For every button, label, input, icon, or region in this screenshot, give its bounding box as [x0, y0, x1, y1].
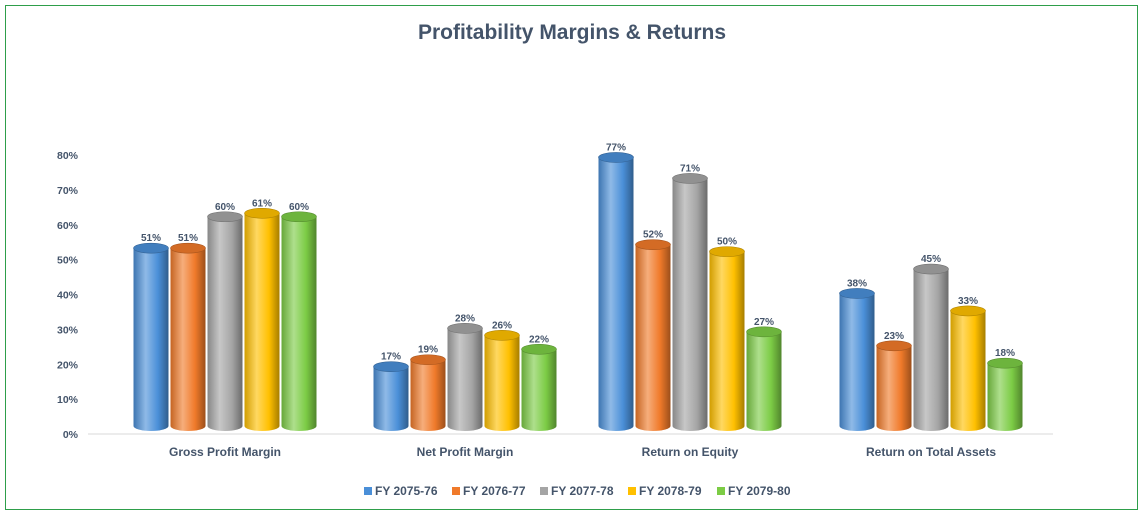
legend-item: FY 2078-79: [628, 484, 702, 498]
data-label: 60%: [289, 202, 309, 213]
bar: [373, 361, 409, 432]
chart-title: Profitability Margins & Returns: [418, 21, 726, 44]
bar: [746, 326, 782, 432]
category-label: Gross Profit Margin: [169, 445, 281, 459]
y-tick-label: 10%: [57, 394, 79, 406]
legend-item: FY 2075-76: [364, 484, 438, 498]
y-tick-label: 30%: [57, 324, 79, 336]
bar: [410, 354, 446, 432]
data-label: 33%: [958, 296, 978, 307]
data-label: 23%: [884, 331, 904, 342]
category-label: Net Profit Margin: [417, 445, 514, 459]
legend-item: FY 2077-78: [540, 484, 614, 498]
legend-swatch: [452, 487, 460, 495]
data-label: 26%: [492, 320, 512, 331]
legend-item: FY 2076-77: [452, 484, 526, 498]
data-label: 19%: [418, 345, 438, 356]
legend-swatch: [628, 487, 636, 495]
data-label: 71%: [680, 163, 700, 174]
y-tick-label: 20%: [57, 359, 79, 371]
bar: [987, 357, 1023, 432]
bar: [839, 288, 875, 432]
y-tick-label: 50%: [57, 255, 79, 267]
data-label: 45%: [921, 254, 941, 265]
data-label: 77%: [606, 142, 626, 153]
data-label: 52%: [643, 230, 663, 241]
legend-label: FY 2078-79: [639, 484, 702, 498]
data-label: 51%: [141, 233, 161, 244]
y-tick-label: 60%: [57, 220, 79, 232]
bar: [598, 152, 634, 432]
legend-swatch: [540, 487, 548, 495]
data-label: 18%: [995, 348, 1015, 359]
bar: [244, 207, 280, 432]
y-tick-label: 40%: [57, 290, 79, 302]
data-label: 51%: [178, 233, 198, 244]
data-label: 50%: [717, 237, 737, 248]
data-label: 22%: [529, 334, 549, 345]
legend-label: FY 2075-76: [375, 484, 438, 498]
bar: [133, 242, 169, 432]
legend-swatch: [717, 487, 725, 495]
bar: [635, 239, 671, 432]
bar: [950, 305, 986, 432]
data-label: 60%: [215, 202, 235, 213]
y-tick-label: 70%: [57, 185, 79, 197]
data-label: 28%: [455, 313, 475, 324]
data-label: 17%: [381, 352, 401, 363]
bar: [207, 211, 243, 432]
y-tick-label: 0%: [63, 429, 79, 441]
bar: [281, 211, 317, 432]
data-label: 38%: [847, 278, 867, 289]
category-label: Return on Total Assets: [866, 445, 996, 459]
bar: [521, 343, 557, 432]
bar: [672, 173, 708, 432]
legend-swatch: [364, 487, 372, 495]
bar: [709, 246, 745, 432]
bar: [913, 263, 949, 432]
data-label: 61%: [252, 198, 272, 209]
data-label: 27%: [754, 317, 774, 328]
bar: [876, 340, 912, 432]
legend-label: FY 2076-77: [463, 484, 526, 498]
y-tick-label: 80%: [57, 150, 79, 162]
legend-label: FY 2079-80: [728, 484, 791, 498]
legend-item: FY 2079-80: [717, 484, 791, 498]
legend-label: FY 2077-78: [551, 484, 614, 498]
bar: [447, 323, 483, 432]
bar: [484, 330, 520, 432]
category-label: Return on Equity: [642, 445, 739, 459]
bar: [170, 242, 206, 432]
